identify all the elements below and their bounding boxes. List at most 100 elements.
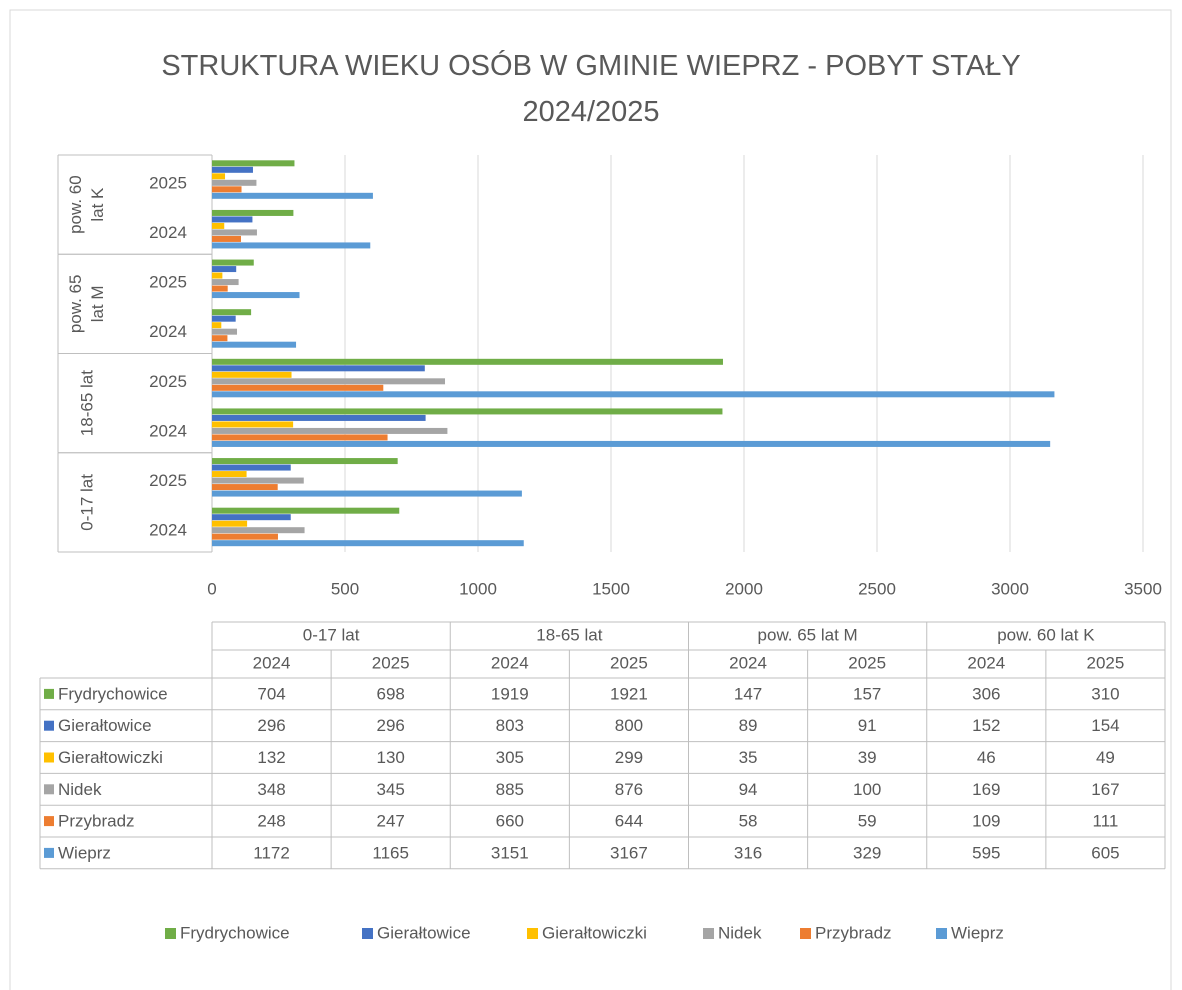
bar xyxy=(212,279,239,286)
table-cell: 306 xyxy=(972,684,1000,703)
category-label: 2024 xyxy=(149,322,187,341)
table-cell: 595 xyxy=(972,843,1000,862)
table-group-header: 18-65 lat xyxy=(536,625,602,644)
x-tick-label: 2000 xyxy=(725,579,763,598)
bar xyxy=(212,229,257,236)
table-cell: 316 xyxy=(734,843,762,862)
table-cell: 132 xyxy=(257,748,285,767)
bar xyxy=(212,242,371,249)
table-cell: 1919 xyxy=(491,684,529,703)
table-cell: 1165 xyxy=(372,843,409,862)
bar xyxy=(212,477,304,484)
bar xyxy=(212,490,522,497)
legend-key xyxy=(936,928,947,939)
bar xyxy=(212,322,222,329)
table-legend-key xyxy=(44,720,54,731)
chart-title: STRUKTURA WIEKU OSÓB W GMINIE WIEPRZ - P… xyxy=(161,50,1021,128)
table-cell: 296 xyxy=(257,716,285,735)
table-year-header: 2024 xyxy=(253,653,291,672)
table-cell: 46 xyxy=(977,748,996,767)
table-year-header: 2024 xyxy=(729,653,767,672)
legend-label: Nidek xyxy=(718,923,762,942)
group-label: pow. 60 lat K xyxy=(66,175,107,234)
bar xyxy=(212,408,723,415)
bar xyxy=(212,458,398,465)
table-cell: 147 xyxy=(734,684,762,703)
group-label: pow. 65 lat M xyxy=(66,275,107,334)
x-tick-label: 3500 xyxy=(1124,579,1162,598)
table-cell: 803 xyxy=(496,716,524,735)
bar xyxy=(212,540,524,547)
bar xyxy=(212,533,278,540)
table-cell: 109 xyxy=(972,812,1000,831)
table-cell: 248 xyxy=(257,812,285,831)
group-label: 0-17 lat xyxy=(77,474,96,531)
category-label: 2024 xyxy=(149,223,187,242)
table-cell: 704 xyxy=(257,684,285,703)
table-cell: 348 xyxy=(257,780,285,799)
chart-border xyxy=(9,9,1172,990)
legend-key xyxy=(527,928,538,939)
bar xyxy=(212,484,278,491)
table-cell: 660 xyxy=(496,812,524,831)
group-label: 18-65 lat xyxy=(77,370,96,436)
table-cell: 345 xyxy=(377,780,405,799)
bar xyxy=(212,421,294,428)
table-legend-key xyxy=(44,688,54,699)
legend-key xyxy=(165,928,176,939)
table-cell: 130 xyxy=(377,748,405,767)
table-year-header: 2024 xyxy=(491,653,529,672)
bar xyxy=(212,173,226,180)
table-cell: 111 xyxy=(1093,812,1119,831)
table-row-label: Nidek xyxy=(58,780,102,799)
table-cell: 644 xyxy=(615,812,643,831)
bar xyxy=(212,341,297,348)
category-label: 2024 xyxy=(149,521,187,540)
table-cell: 100 xyxy=(853,780,881,799)
bar xyxy=(212,186,242,193)
x-tick-label: 0 xyxy=(207,579,216,598)
bar xyxy=(212,222,225,229)
bar xyxy=(212,365,425,372)
bar xyxy=(212,315,236,322)
table-year-header: 2025 xyxy=(372,653,410,672)
legend-key xyxy=(800,928,811,939)
legend-label: Gierałtowice xyxy=(377,923,471,942)
table-cell: 1172 xyxy=(253,843,290,862)
bar xyxy=(212,358,723,365)
category-label: 2025 xyxy=(149,372,187,391)
bar xyxy=(212,440,1051,447)
table-cell: 305 xyxy=(496,748,524,767)
table-cell: 698 xyxy=(377,684,405,703)
bar xyxy=(212,192,373,199)
x-tick-label: 2500 xyxy=(858,579,896,598)
category-label: 2025 xyxy=(149,273,187,292)
legend-label: Wieprz xyxy=(951,923,1004,942)
bar xyxy=(212,266,237,273)
table-cell: 605 xyxy=(1091,843,1119,862)
bar xyxy=(212,514,291,521)
legend-label: Frydrychowice xyxy=(180,923,290,942)
table-cell: 885 xyxy=(496,780,524,799)
table-row-label: Przybradz xyxy=(58,812,135,831)
table-legend-key xyxy=(44,816,54,827)
table-year-header: 2025 xyxy=(610,653,648,672)
table-cell: 3167 xyxy=(610,843,648,862)
table-year-header: 2024 xyxy=(967,653,1005,672)
bar xyxy=(212,285,228,292)
table-cell: 3151 xyxy=(491,843,529,862)
table-cell: 89 xyxy=(739,716,758,735)
table-cell: 35 xyxy=(739,748,758,767)
bar xyxy=(212,179,257,186)
table-group-header: pow. 60 lat K xyxy=(997,625,1095,644)
bar xyxy=(212,384,384,391)
x-tick-label: 1000 xyxy=(459,579,497,598)
bar xyxy=(212,292,300,299)
table-cell: 296 xyxy=(377,716,405,735)
x-tick-label: 3000 xyxy=(991,579,1029,598)
table-group-header: pow. 65 lat M xyxy=(758,625,858,644)
table-cell: 49 xyxy=(1096,748,1115,767)
table-cell: 329 xyxy=(853,843,881,862)
bar xyxy=(212,378,446,385)
